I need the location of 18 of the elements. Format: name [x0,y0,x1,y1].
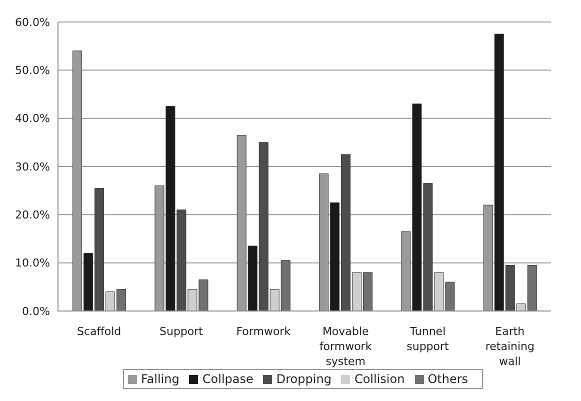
legend-label: Dropping [276,372,332,386]
x-tick-label: Movable formwork system [319,325,372,368]
y-tick-label: 60.0% [15,16,50,29]
x-tick-label: Formwork [236,325,292,338]
legend-label: Collpase [202,372,254,386]
y-tick-label: 20.0% [15,208,50,222]
y-tick-label: 0.0% [22,304,50,318]
x-tick-label: Scaffold [77,325,122,338]
y-tick-label: 50.0% [15,64,50,78]
x-tick-label: Earth retaining wall [485,325,534,368]
y-tick-label: 40.0% [15,112,50,126]
x-tick-label: Tunnel support [406,325,450,353]
legend-label: Collision [354,372,405,386]
legend-label: Others [428,372,468,386]
x-tick-label: Support [160,325,204,338]
legend-label: Falling [141,372,180,386]
y-tick-label: 10.0% [15,256,50,270]
y-tick-label: 30.0% [15,160,50,174]
